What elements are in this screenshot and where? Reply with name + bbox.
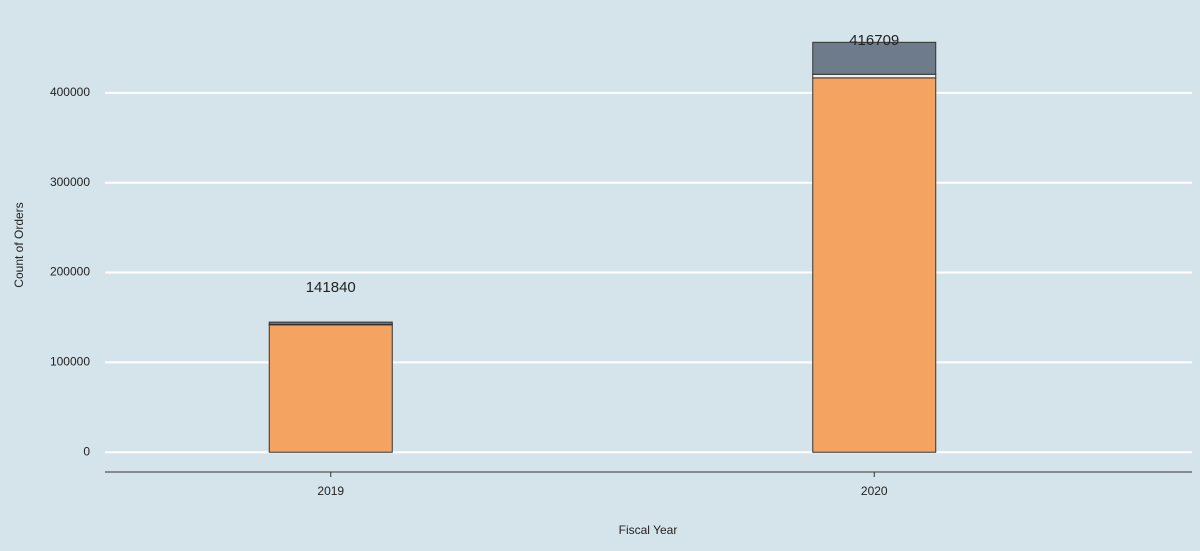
data-label: 416709	[849, 32, 899, 49]
bar-segment	[812, 41, 937, 75]
bar-segment	[268, 321, 393, 325]
x-axis-title: Fiscal Year	[619, 523, 678, 537]
x-tick-label: 2020	[861, 484, 888, 498]
y-tick-label: 100000	[50, 355, 90, 369]
bar-segment	[812, 73, 937, 79]
y-tick-label: 0	[83, 444, 90, 458]
bar-segment	[812, 77, 937, 453]
y-tick-label: 200000	[50, 265, 90, 279]
y-axis-title: Count of Orders	[12, 202, 26, 287]
data-label: 141840	[306, 279, 356, 296]
bar-segment	[268, 324, 393, 453]
y-tick-label: 400000	[50, 85, 90, 99]
y-tick-label: 300000	[50, 175, 90, 189]
x-tick-label: 2019	[317, 484, 344, 498]
